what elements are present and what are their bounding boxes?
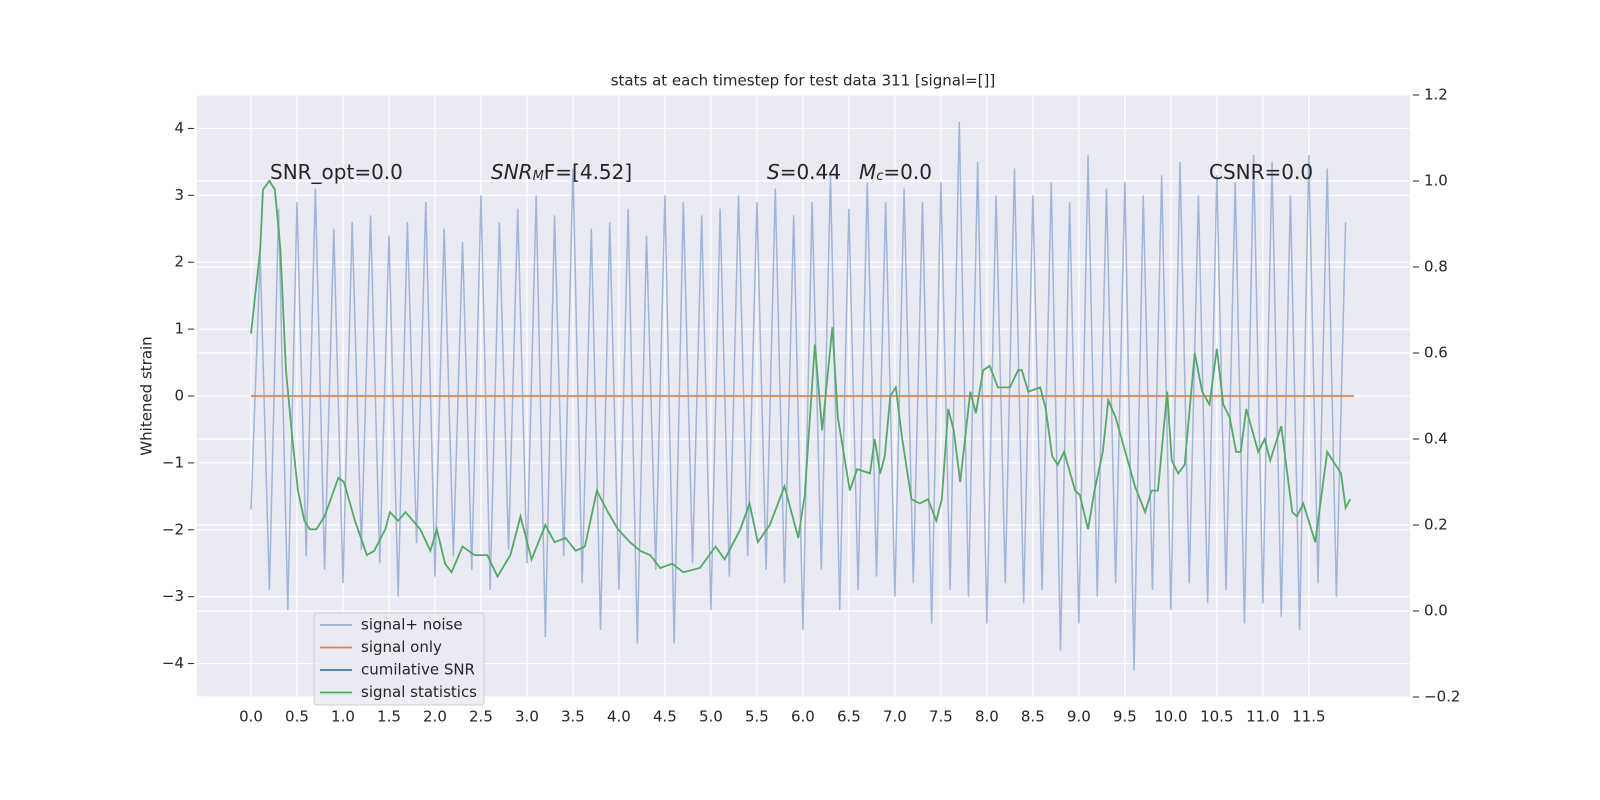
x-tick-label: 4.0 (607, 708, 631, 726)
x-tick-label: 8.0 (975, 708, 999, 726)
annotation: SNR_opt=0.0 (270, 160, 403, 184)
x-tick-label: 4.5 (653, 708, 677, 726)
y2-tick-label: −0.2 (1424, 688, 1460, 706)
y-tick-label: 1 (174, 320, 184, 338)
x-tick-label: 3.5 (561, 708, 585, 726)
x-tick-label: 3.0 (515, 708, 539, 726)
annotation-part: SNR (491, 160, 533, 184)
annotation: S=0.44 (767, 160, 841, 184)
y-axis-label: Whitened strain (138, 336, 156, 455)
annotation: CSNR=0.0 (1209, 160, 1313, 184)
x-tick-label: 9.5 (1113, 708, 1137, 726)
annotation-part: M (859, 160, 876, 184)
annotation-part: =0.0 (883, 160, 932, 184)
x-tick-label: 7.5 (929, 708, 953, 726)
legend-label: signal only (361, 638, 442, 656)
legend-label: signal+ noise (361, 616, 463, 634)
y2-tick-label: 0.4 (1424, 430, 1448, 448)
y-tick-label: 4 (174, 119, 184, 137)
y2-tick-label: 0.8 (1424, 258, 1448, 276)
legend-label: signal statistics (361, 683, 477, 701)
x-tick-label: 0.5 (285, 708, 309, 726)
annotation: Mc=0.0 (859, 160, 932, 185)
x-tick-label: 7.0 (883, 708, 907, 726)
x-tick-label: 10.0 (1154, 708, 1187, 726)
y-tick-label: −2 (162, 520, 184, 538)
x-tick-label: 5.0 (699, 708, 723, 726)
series-line (250, 179, 1352, 579)
x-tick-label: 2.5 (469, 708, 493, 726)
annotation-part: =0.44 (780, 160, 841, 184)
y2-tick-label: 0.6 (1424, 344, 1448, 362)
annotation-part: CSNR=0.0 (1209, 160, 1313, 184)
y-tick-label: 0 (174, 387, 184, 405)
y2-tick-label: 0.0 (1424, 602, 1448, 620)
chart-title: stats at each timestep for test data 311… (611, 72, 996, 90)
x-tick-label: 9.0 (1067, 708, 1091, 726)
y-tick-label: 3 (174, 186, 184, 204)
y2-tick-label: 1.0 (1424, 172, 1448, 190)
x-tick-label: 11.0 (1246, 708, 1279, 726)
x-tick-label: 0.0 (239, 708, 263, 726)
y-tick-label: −4 (162, 654, 184, 672)
x-tick-label: 8.5 (1021, 708, 1045, 726)
x-tick-label: 6.0 (791, 708, 815, 726)
annotation-part: SNR_opt=0.0 (270, 160, 403, 184)
x-tick-label: 10.5 (1200, 708, 1233, 726)
y2-tick-label: 1.2 (1424, 86, 1448, 104)
y-tick-label: −3 (162, 587, 184, 605)
x-tick-label: 1.0 (331, 708, 355, 726)
x-tick-label: 5.5 (745, 708, 769, 726)
series-line (250, 121, 1347, 671)
legend-box (313, 612, 485, 706)
x-tick-label: 11.5 (1292, 708, 1325, 726)
annotation-part: F=[4.52] (544, 160, 632, 184)
legend-label: cumilative SNR (361, 661, 475, 679)
y-tick-label: 2 (174, 253, 184, 271)
y-tick-label: −1 (162, 453, 184, 471)
annotation-part: S (767, 160, 780, 184)
x-tick-label: 2.0 (423, 708, 447, 726)
annotation-part: c (876, 169, 883, 184)
annotation: SNRMF=[4.52] (491, 160, 632, 185)
annotation-part: M (533, 169, 544, 184)
x-tick-label: 1.5 (377, 708, 401, 726)
x-tick-label: 6.5 (837, 708, 861, 726)
y2-tick-label: 0.2 (1424, 516, 1448, 534)
